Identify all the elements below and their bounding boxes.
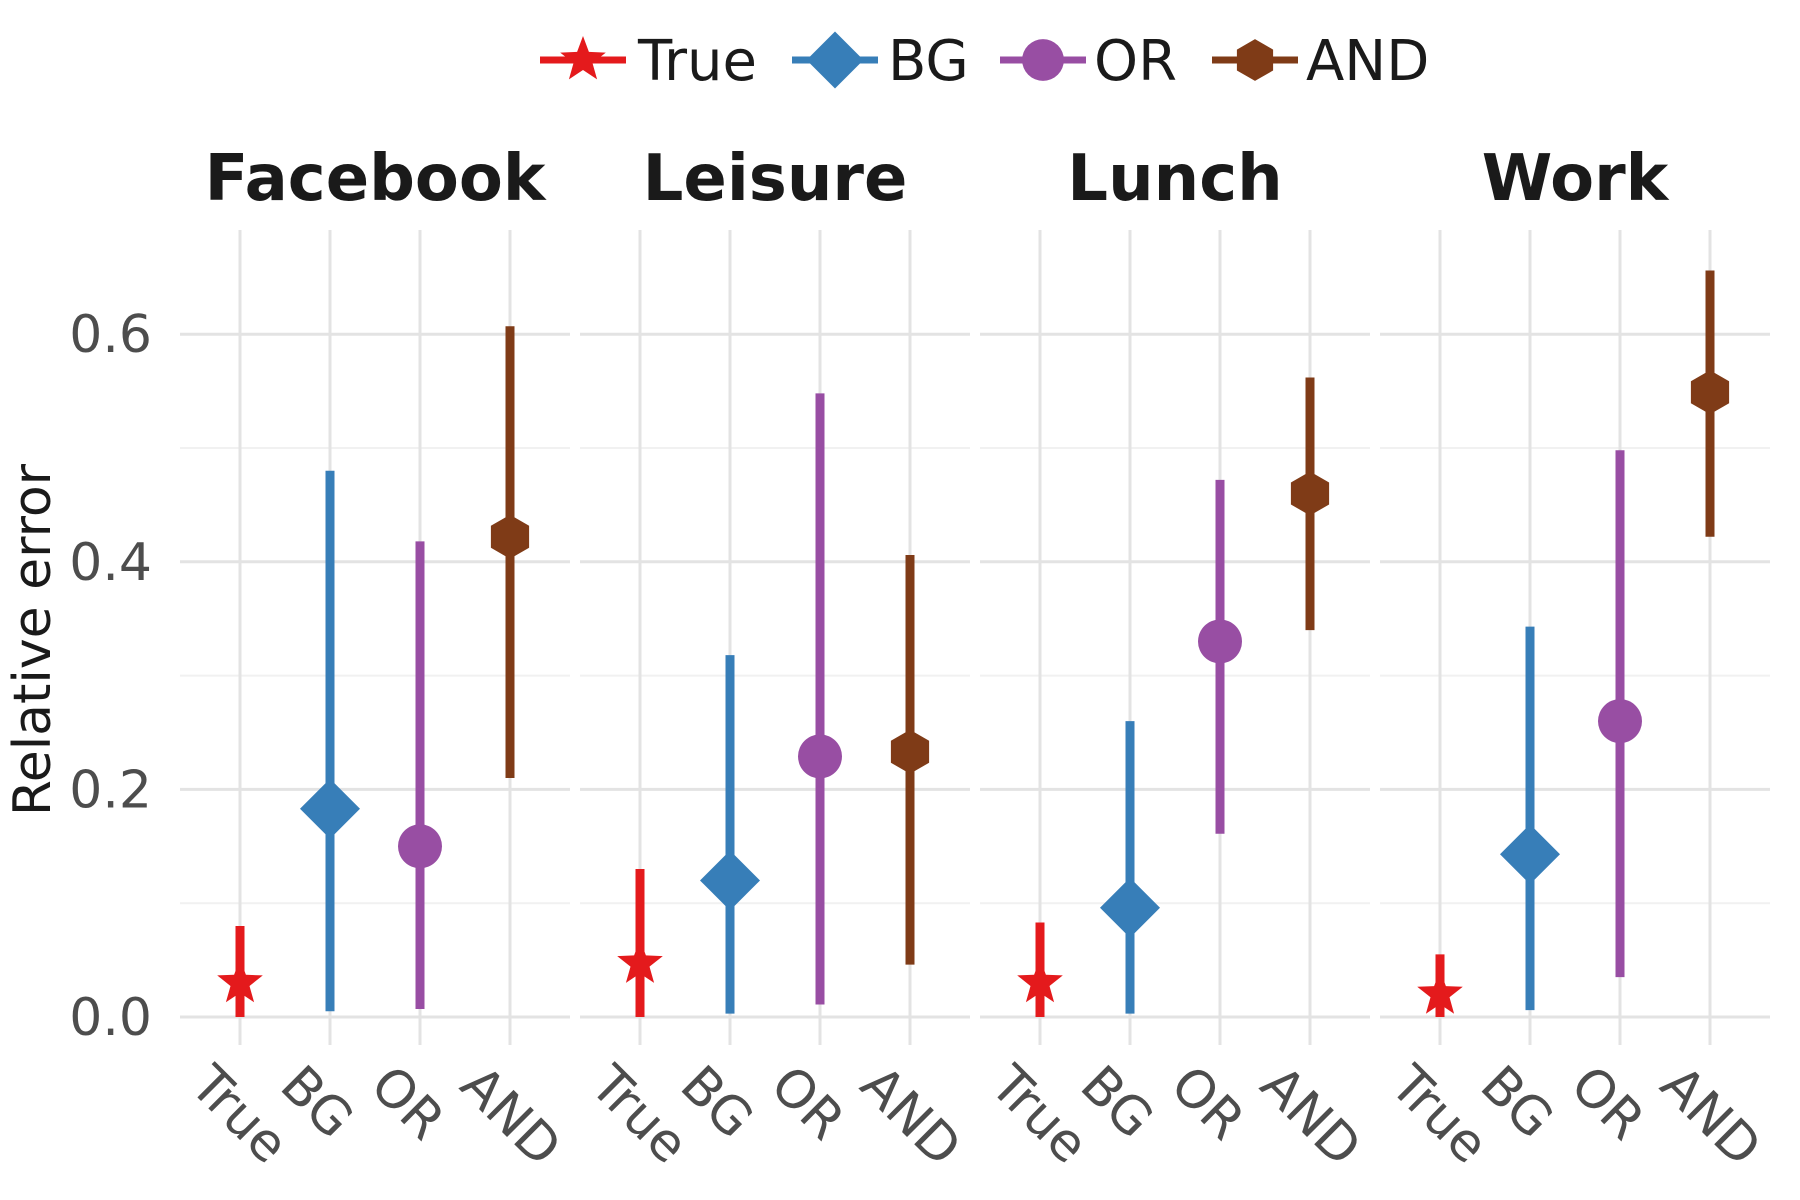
legend-marker-true (560, 36, 606, 80)
data-point (490, 514, 530, 559)
data-point (700, 850, 760, 911)
pointrange-leisure-and (890, 554, 930, 965)
pointrange-lunch-bg (1100, 721, 1160, 1014)
y-tick-label: 0.4 (69, 533, 152, 593)
pointrange-leisure-bg (700, 655, 760, 1014)
legend-label-and: AND (1306, 29, 1429, 94)
pointrange-work-bg (1500, 626, 1560, 1011)
data-point (1017, 958, 1063, 1003)
legend-marker-or (1022, 39, 1064, 81)
data-point (890, 729, 930, 774)
facet-title: Lunch (1067, 142, 1282, 216)
legend-label-or: OR (1094, 29, 1177, 94)
y-axis: 0.0 0.2 0.4 0.6 (69, 305, 152, 1048)
legend-item-and: AND (1212, 29, 1429, 94)
pointrange-facebook-bg (300, 470, 360, 1012)
data-point (1198, 619, 1242, 664)
data-point (1598, 699, 1642, 744)
legend-marker-and (1236, 39, 1274, 81)
y-tick-label: 0.2 (69, 760, 152, 820)
y-axis-label: Relative error (3, 463, 63, 816)
legend-marker-bg (806, 31, 864, 89)
legend-item-or: OR (1000, 29, 1177, 94)
pointrange-leisure-or (798, 393, 842, 1005)
legend: True BG OR AND (540, 29, 1429, 94)
y-tick-label: 0.0 (69, 988, 152, 1048)
data-point (1417, 970, 1463, 1014)
legend-label-bg: BG (888, 29, 969, 94)
pointrange-work-or (1598, 450, 1642, 978)
pointrange-work-true (1417, 954, 1463, 1017)
legend-item-bg: BG (792, 29, 969, 94)
pointrange-lunch-or (1198, 479, 1242, 834)
data-point (1690, 370, 1730, 415)
pointrange-lunch-true (1017, 922, 1063, 1017)
data-point (617, 939, 663, 983)
data-point (1290, 471, 1330, 516)
data-point (1500, 824, 1560, 885)
legend-label-true: True (637, 29, 757, 94)
pointrange-facebook-or (398, 541, 442, 1010)
facet-title: Work (1482, 142, 1670, 216)
data-point (300, 778, 360, 839)
facet-title: Leisure (643, 142, 908, 216)
pointrange-leisure-true (617, 869, 663, 1017)
pointrange-work-and (1690, 270, 1730, 537)
data-point (1100, 877, 1160, 938)
data-point (398, 824, 442, 869)
facet-title: Facebook (205, 142, 547, 216)
pointrange-facebook-and (490, 326, 530, 779)
y-tick-label: 0.6 (69, 305, 152, 365)
pointrange-facebook-true (217, 925, 263, 1017)
data-point (217, 958, 263, 1003)
legend-item-true: True (540, 29, 757, 94)
data-point (798, 734, 842, 779)
pointrange-lunch-and (1290, 377, 1330, 631)
